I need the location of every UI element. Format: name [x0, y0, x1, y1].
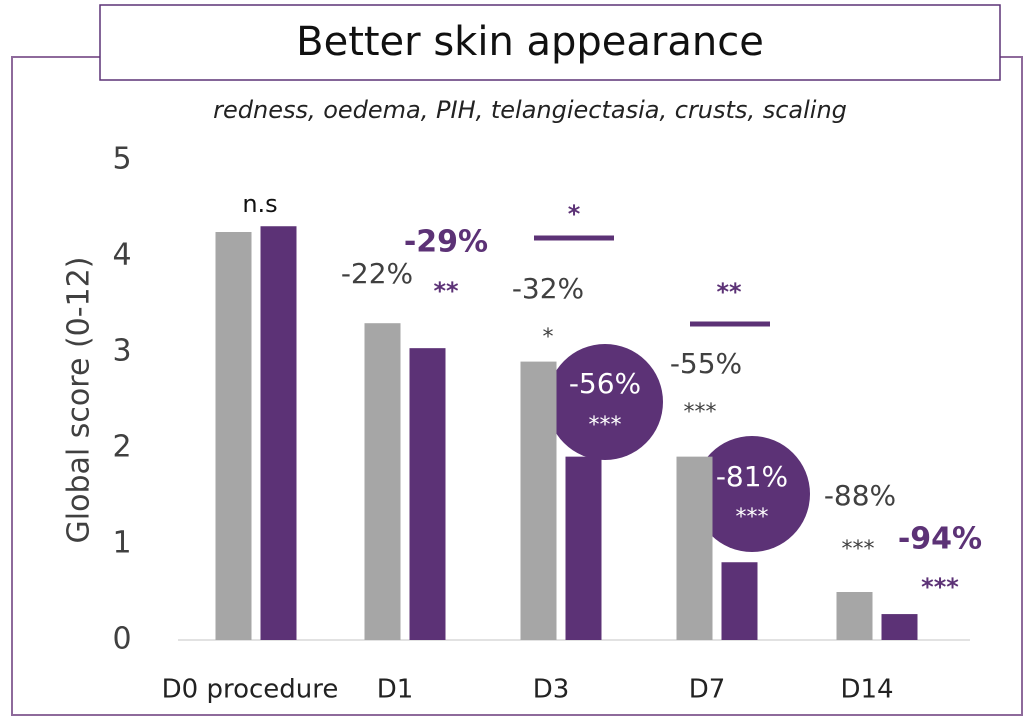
bar [364, 323, 401, 640]
bar [520, 361, 557, 640]
y-tick-label: 5 [112, 142, 131, 177]
bar [836, 592, 873, 640]
annotation: * [543, 325, 554, 350]
title-box [99, 4, 1001, 81]
y-tick-label: 4 [112, 238, 131, 273]
annotation: -94% [898, 522, 982, 557]
chart-title: Better skin appearance [296, 19, 764, 65]
annotation: *** [684, 400, 717, 425]
x-tick-label: D7 [689, 675, 726, 705]
annotation: ** [716, 278, 742, 306]
y-axis-label: Global score (0-12) [62, 257, 97, 544]
annotation: -81% [716, 460, 788, 493]
bar [215, 232, 252, 640]
annotation: n.s [242, 190, 277, 218]
x-tick-label: D1 [377, 675, 414, 705]
annotation: ** [433, 277, 459, 305]
highlight-circle [694, 436, 810, 552]
annotation: *** [736, 505, 769, 530]
x-tick-label: D0 procedure [162, 675, 339, 705]
bar [409, 348, 446, 640]
bar [881, 614, 918, 640]
y-tick-label: 1 [112, 526, 131, 561]
x-tick-label: D3 [533, 675, 570, 705]
bar [260, 226, 297, 641]
chart-subtitle: redness, oedema, PIH, telangiectasia, cr… [213, 96, 847, 124]
annotation: -22% [341, 257, 413, 290]
annotation: -56% [569, 367, 641, 400]
annotation: -88% [824, 479, 896, 512]
highlight-circle [547, 344, 663, 460]
annotation: *** [589, 413, 622, 438]
y-tick-label: 2 [112, 430, 131, 465]
annotation: -55% [670, 347, 742, 380]
y-tick-label: 3 [112, 334, 131, 369]
bar [721, 562, 758, 640]
x-tick-label: D14 [840, 675, 893, 705]
annotation: -29% [404, 225, 488, 260]
bar [565, 456, 602, 640]
annotation: -32% [512, 272, 584, 305]
bar [676, 456, 713, 640]
y-tick-label: 0 [112, 622, 131, 657]
annotation: *** [842, 537, 875, 562]
annotation: *** [921, 573, 959, 601]
annotation: * [568, 200, 581, 228]
